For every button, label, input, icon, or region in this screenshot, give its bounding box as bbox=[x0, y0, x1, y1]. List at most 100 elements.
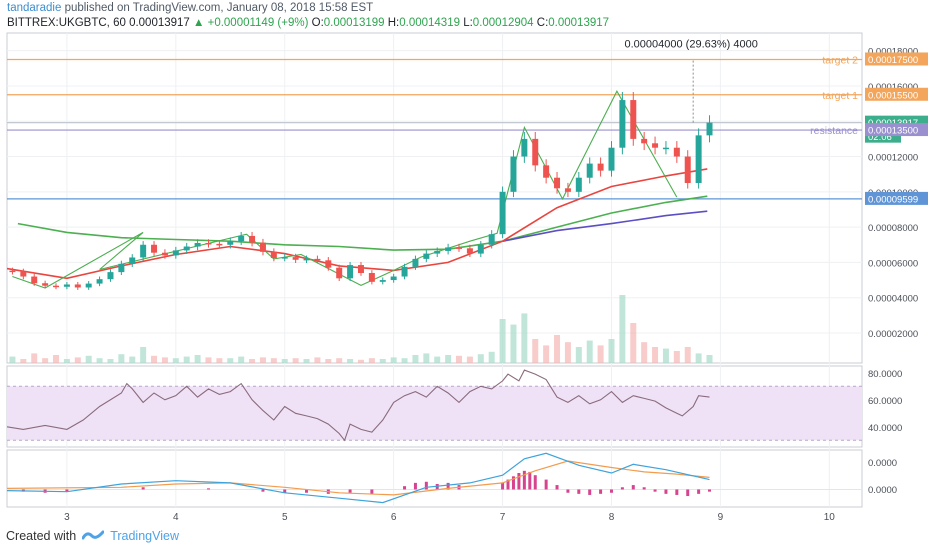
volume-bar-24 bbox=[270, 358, 277, 363]
volume-bar-7 bbox=[85, 355, 92, 363]
candle-body-27 bbox=[303, 258, 310, 261]
macd-hist-bar-36 bbox=[675, 489, 679, 495]
macd-hist-bar-5 bbox=[261, 489, 265, 492]
candle-body-13 bbox=[151, 244, 158, 253]
candle-body-1 bbox=[20, 271, 27, 277]
candle-body-21 bbox=[238, 235, 245, 242]
macd-hist-bar-21 bbox=[522, 470, 526, 490]
macd-tick-label-0: 0.0000 bbox=[868, 458, 897, 469]
candle-body-22 bbox=[249, 235, 256, 243]
candle-body-64 bbox=[706, 122, 713, 136]
measure-label: 0.00004000 (29.63%) 4000 bbox=[625, 38, 758, 50]
candle-body-33 bbox=[368, 273, 375, 282]
macd-hist-bar-23 bbox=[533, 475, 537, 490]
candle-body-34 bbox=[379, 280, 386, 282]
volume-bar-8 bbox=[96, 358, 103, 363]
volume-bar-31 bbox=[347, 359, 354, 363]
candle-body-55 bbox=[608, 147, 615, 171]
volume-bar-14 bbox=[161, 357, 168, 363]
ema-long-line bbox=[502, 210, 708, 242]
candle-body-18 bbox=[205, 243, 212, 245]
macd-hist-bar-19 bbox=[511, 476, 515, 490]
macd-signal-line bbox=[6, 460, 710, 496]
macd-hist-bar-13 bbox=[424, 481, 428, 490]
volume-bar-58 bbox=[641, 342, 648, 363]
macd-tick-label-1: 0.0000 bbox=[868, 485, 897, 496]
candle-body-26 bbox=[292, 257, 299, 260]
candle-body-36 bbox=[401, 266, 408, 277]
candle-body-59 bbox=[652, 143, 659, 148]
candle-body-41 bbox=[456, 247, 463, 249]
macd-hist-bar-10 bbox=[370, 489, 374, 494]
candle-body-28 bbox=[314, 258, 321, 261]
volume-bar-63 bbox=[695, 353, 702, 363]
candle-body-4 bbox=[53, 285, 60, 288]
pattern-line bbox=[12, 90, 678, 289]
volume-bar-16 bbox=[183, 356, 190, 363]
y-tick-label-1: 0.00004000 bbox=[868, 294, 918, 305]
high-label: H: bbox=[387, 17, 400, 29]
macd-hist-bar-34 bbox=[653, 489, 657, 492]
pane-frame-1 bbox=[6, 32, 863, 364]
x-tick-label-0: 3 bbox=[64, 512, 70, 523]
price-badge-text-4: 0.00009599 bbox=[868, 194, 918, 205]
candle-body-12 bbox=[140, 244, 147, 258]
candle-body-62 bbox=[684, 156, 691, 183]
price-change: ▲ +0.00001149 (+9%) bbox=[193, 17, 309, 29]
open-value: 0.00013199 bbox=[323, 17, 385, 29]
volume-bar-47 bbox=[521, 313, 528, 363]
candle-body-39 bbox=[434, 250, 441, 254]
price-badge-4 bbox=[865, 191, 928, 205]
low-label: L: bbox=[463, 17, 473, 29]
candle-body-31 bbox=[347, 265, 354, 279]
volume-bar-59 bbox=[652, 347, 659, 363]
candle-body-52 bbox=[575, 177, 582, 192]
rsi-tick-label-0: 40.0000 bbox=[868, 423, 902, 434]
volume-bar-26 bbox=[292, 358, 299, 363]
volume-bar-23 bbox=[259, 357, 266, 363]
volume-bar-40 bbox=[445, 355, 452, 363]
volume-bar-4 bbox=[53, 355, 60, 363]
volume-bar-22 bbox=[249, 359, 256, 363]
high-value: 0.00014319 bbox=[399, 17, 460, 29]
volume-bar-42 bbox=[466, 356, 473, 363]
volume-bar-34 bbox=[379, 359, 386, 363]
level-label-0: target 2 bbox=[822, 54, 858, 66]
candle-body-9 bbox=[107, 272, 114, 280]
macd-hist-bar-39 bbox=[708, 489, 712, 492]
y-tick-label-8: 0.00018000 bbox=[868, 47, 918, 58]
macd-hist-bar-25 bbox=[555, 485, 559, 490]
volume-bar-35 bbox=[390, 357, 397, 363]
candle-body-10 bbox=[118, 263, 125, 273]
candle-body-44 bbox=[488, 234, 495, 245]
price-badge-text-3: 0.00013500 bbox=[868, 126, 918, 137]
macd-hist-bar-35 bbox=[664, 489, 668, 494]
close-label: C: bbox=[536, 17, 549, 29]
y-tick-label-2: 0.00006000 bbox=[868, 258, 918, 269]
x-tick-label-5: 8 bbox=[609, 512, 615, 523]
candle-body-2 bbox=[31, 276, 38, 284]
volume-bar-5 bbox=[63, 359, 70, 363]
candle-body-7 bbox=[85, 283, 92, 288]
volume-bar-39 bbox=[434, 356, 441, 363]
ema-fast-line bbox=[6, 168, 708, 280]
candle-body-19 bbox=[216, 243, 223, 246]
volume-bar-6 bbox=[74, 357, 81, 363]
footer: Created with TradingView bbox=[6, 529, 179, 543]
rsi-line bbox=[6, 369, 710, 442]
open-label: O: bbox=[311, 17, 324, 29]
candle-body-57 bbox=[630, 100, 637, 139]
volume-bar-30 bbox=[336, 358, 343, 363]
x-tick-label-6: 9 bbox=[718, 512, 724, 523]
tradingview-brand[interactable]: TradingView bbox=[110, 529, 179, 543]
volume-bar-43 bbox=[477, 354, 484, 363]
macd-hist-bar-31 bbox=[620, 487, 624, 490]
macd-hist-bar-4 bbox=[206, 488, 210, 490]
volume-bar-10 bbox=[118, 354, 125, 363]
symbol-line: BITTREX:UKGBTC, 60 0.00013917 ▲ +0.00001… bbox=[7, 17, 609, 29]
candle-body-25 bbox=[281, 257, 288, 259]
author-link[interactable]: tandaradie bbox=[7, 2, 62, 14]
candle-body-42 bbox=[466, 248, 473, 254]
